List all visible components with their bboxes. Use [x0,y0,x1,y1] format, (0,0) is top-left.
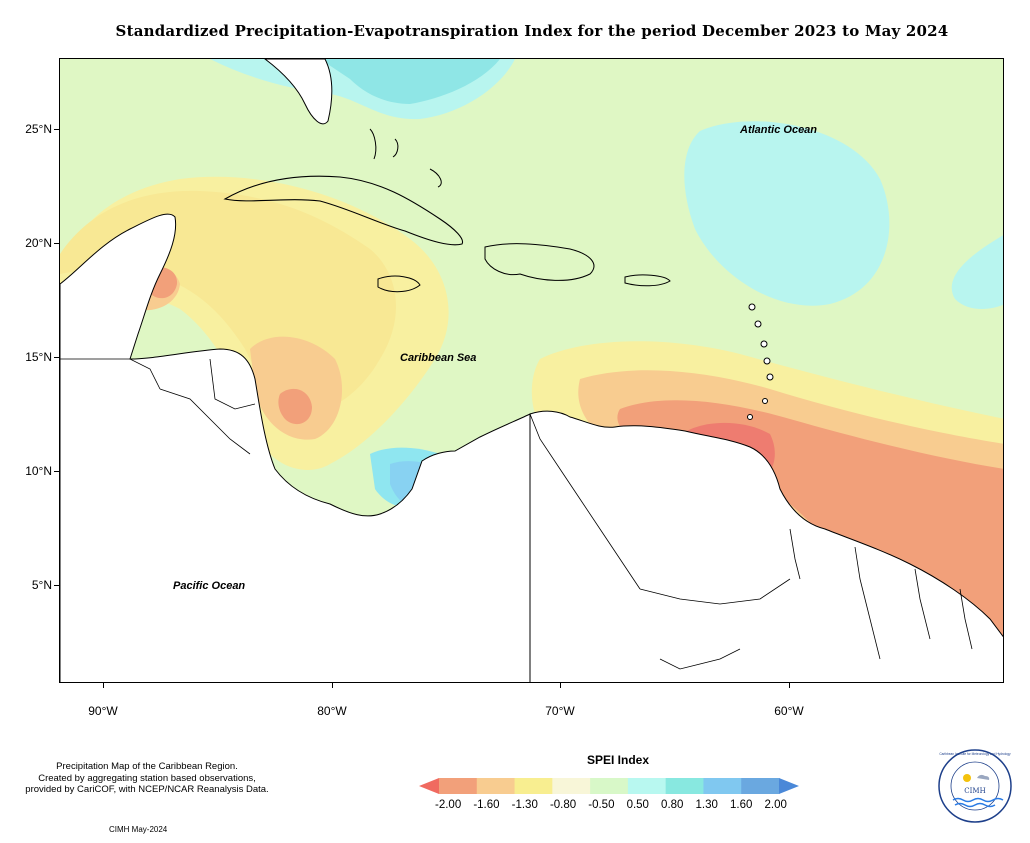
island-1 [748,303,756,311]
legend-label: 1.30 [695,799,718,811]
cimh-logo: CIMH Caribbean Institute for Meteorology… [938,749,1012,823]
lat-tick-mark [54,585,59,586]
legend-swatch [552,778,591,794]
legend-label: -2.00 [435,799,462,811]
legend-label: -0.80 [549,799,577,811]
lat-tick-mark [54,471,59,472]
legend-label: 0.80 [661,799,684,811]
footnote-line-2: Created by aggregating station based obs… [38,772,256,784]
cuba-outline [223,175,464,246]
legend-label: 2.00 [764,799,787,811]
lon-tick-mark [332,683,333,688]
lon-tick-mark [789,683,790,688]
bahamas-outline [369,128,377,160]
caribbean-sea-label: Caribbean Sea [400,352,476,364]
footnote-line-3: provided by CariCOF, with NCEP/NCAR Rean… [25,784,269,795]
legend-swatch [514,778,553,794]
map-panel: Atlantic Ocean Caribbean Sea Pacific Oce… [59,58,1004,683]
legend-label: -0.50 [588,799,615,811]
atlantic-ocean-label: Atlantic Ocean [739,124,817,136]
legend-arrow-right [779,778,799,794]
wet-anomaly-areas [210,59,1003,507]
florida-land [264,59,333,125]
legend-swatch [665,778,704,794]
credit-text: CIMH May-2024 [109,825,168,834]
sun-icon [963,774,971,782]
lon-tick-70w: 70°W [545,704,575,718]
lat-tick-mark [54,243,59,244]
lat-tick-10n: 10°N [25,464,52,478]
legend-swatch [741,778,780,794]
lat-tick-25n: 25°N [25,122,52,136]
cloud-icon [977,774,990,780]
land-outlines [60,59,1003,682]
lat-tick-20n: 20°N [25,236,52,250]
legend-labels: -2.00 -1.60 -1.30 -0.80 -0.50 0.50 0.80 1.30 1.6… [435,799,787,811]
legend-label: -1.60 [473,799,500,811]
legend-title: SPEI Index [587,753,650,767]
legend-arrow-left [419,778,439,794]
logo-ring-text: Caribbean Institute for Meteorology and … [939,752,1011,756]
lon-tick-90w: 90°W [88,704,118,718]
puerto-rico-outline [624,274,671,287]
figure-title: Standardized Precipitation-Evapotranspir… [115,22,949,40]
pacific-ocean-label: Pacific Ocean [173,580,245,592]
legend-label: -1.30 [511,799,538,811]
legend-swatch [627,778,667,794]
legend-swatch [476,778,516,794]
hispaniola-outline [484,243,595,281]
central-america-land [60,213,531,682]
lon-tick-60w: 60°W [774,704,804,718]
lon-tick-mark [103,683,104,688]
wave-icon [952,797,1004,803]
map-canvas: Atlantic Ocean Caribbean Sea Pacific Oce… [60,59,1003,682]
footnote-line-1: Precipitation Map of the Caribbean Regio… [56,761,238,772]
country-borders [60,358,973,670]
legend-colorbar [419,778,799,794]
jamaica-outline [377,275,421,293]
lat-tick-mark [54,129,59,130]
legend-swatch [439,778,478,794]
legend-swatch [703,778,742,794]
legend-swatch [590,778,629,794]
logo-name: CIMH [964,787,985,795]
lon-tick-mark [560,683,561,688]
lat-tick-15n: 15°N [25,350,52,364]
legend-label: 0.50 [626,799,649,811]
lon-tick-80w: 80°W [317,704,347,718]
south-america-land [529,410,1003,682]
map-footnote: Precipitation Map of the Caribbean Regio… [12,761,282,796]
lat-tick-mark [54,357,59,358]
lat-tick-5n: 5°N [31,578,52,592]
legend-label: 1.60 [730,799,753,811]
